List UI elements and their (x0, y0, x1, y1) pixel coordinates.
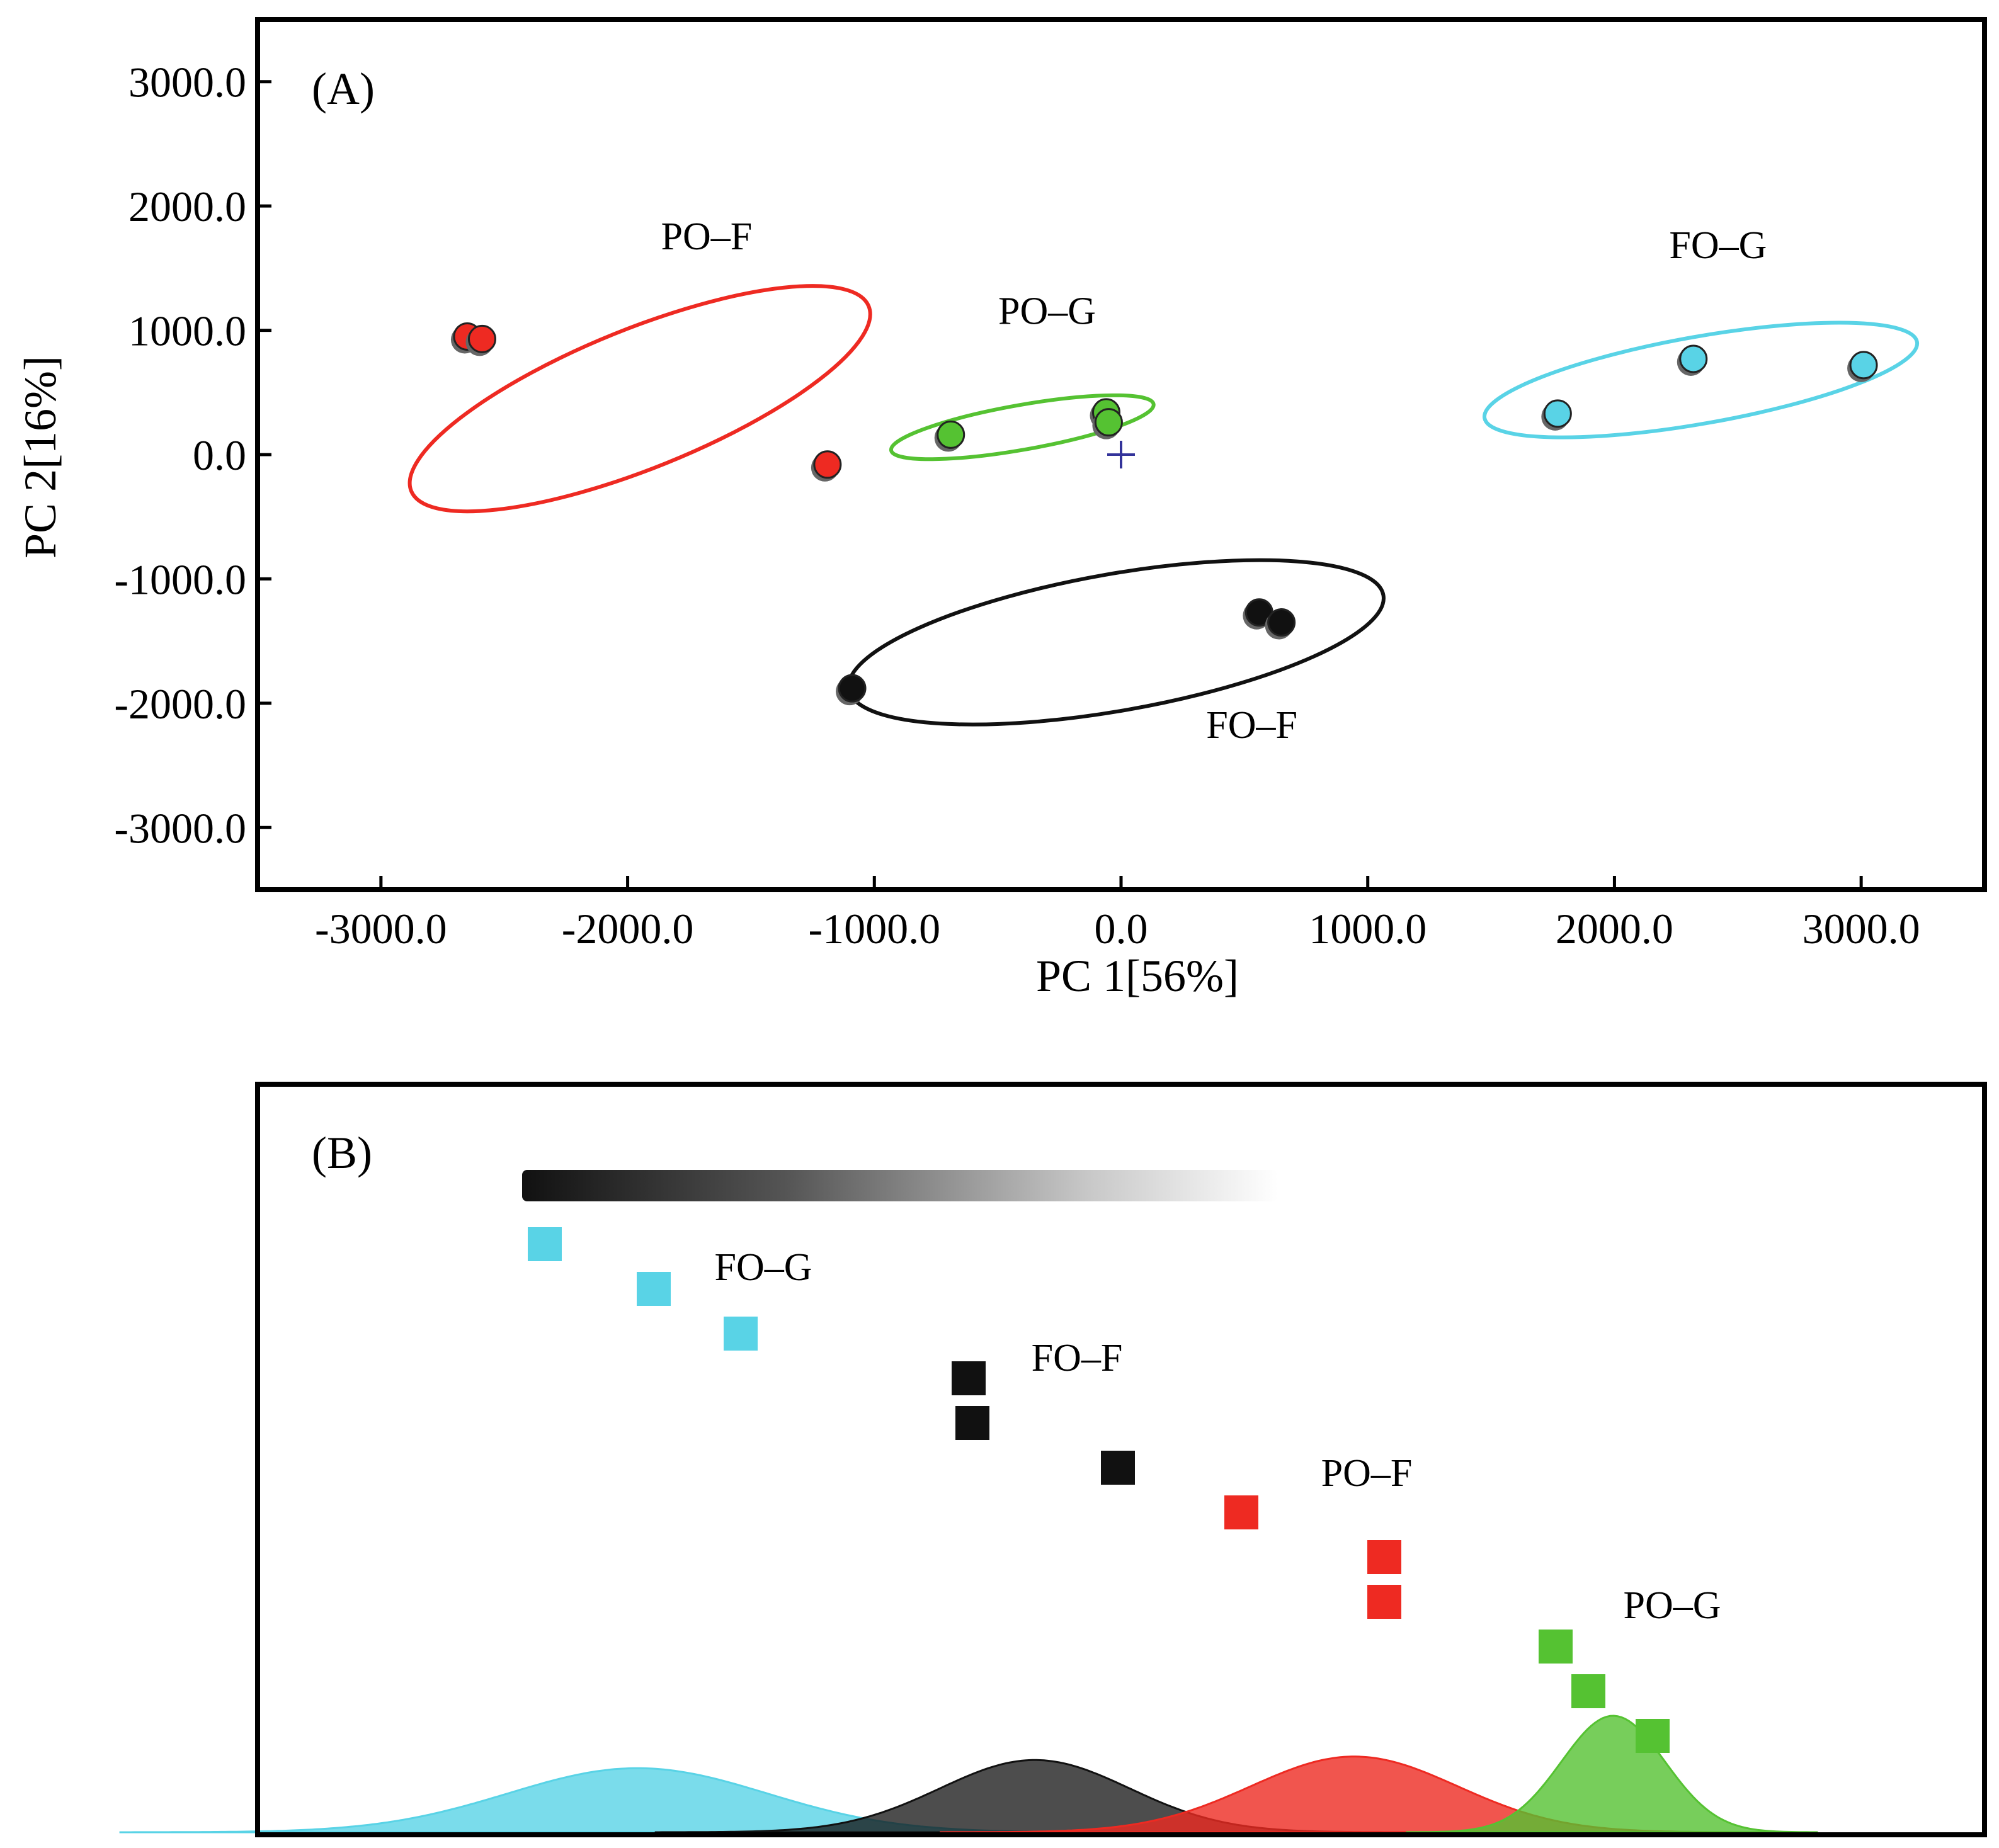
rank-square (1224, 1495, 1258, 1529)
data-point (838, 674, 867, 703)
y-tick-label: 0.0 (193, 431, 246, 479)
group-label: FO–F (1206, 704, 1297, 747)
panel-a-label: (A) (312, 64, 375, 114)
data-point (1849, 351, 1878, 380)
x-tick-label: 3000.0 (1803, 905, 1920, 953)
rank-square (1636, 1719, 1670, 1753)
rank-square (955, 1406, 989, 1440)
panel-b-label: (B) (312, 1128, 372, 1178)
panel-a: -3000.0 -2000.0 -1000.0 0.0 1000.0 2000.0 3000… (15, 17, 1987, 1001)
group-label: PO–G (998, 290, 1096, 333)
rank-square (1367, 1540, 1401, 1574)
data-point (1543, 399, 1572, 428)
y-tick-label: 2000.0 (128, 183, 246, 230)
panel-a-group-labels: PO–F PO–G FO–G FO–F (661, 215, 1767, 747)
rank-square (1367, 1585, 1401, 1619)
y-axis-title: PC 2[16%] (15, 356, 65, 558)
rank-square (637, 1272, 671, 1306)
data-point (1267, 608, 1296, 637)
panel-b-group-labels: FO–G FO–F PO–F PO–G (714, 1246, 1721, 1627)
rank-square (528, 1227, 562, 1261)
x-tick-label: 1000.0 (1309, 905, 1427, 953)
rank-square (1571, 1674, 1605, 1708)
panel-b-frame (255, 1082, 1987, 1837)
gradient-bar (522, 1170, 1278, 1201)
x-tick-label: -2000.0 (562, 905, 694, 953)
group-label: PO–F (1321, 1452, 1413, 1495)
data-point (467, 324, 496, 353)
x-tick-label: 2000.0 (1556, 905, 1673, 953)
origin-marker (1107, 441, 1135, 468)
panel-a-x-ticks: -3000.0 -2000.0 -1000.0 0.0 1000.0 2000.0 3000… (315, 876, 1920, 953)
y-tick-label: 1000.0 (128, 307, 246, 355)
data-point (937, 420, 965, 449)
rank-square (952, 1361, 986, 1395)
group-label: PO–F (661, 215, 753, 258)
data-point (813, 450, 842, 479)
group-label: PO–G (1623, 1584, 1721, 1627)
rank-square (724, 1317, 758, 1351)
data-point (1094, 408, 1123, 437)
rank-square (1101, 1451, 1135, 1485)
x-tick-label: -3000.0 (315, 905, 447, 953)
group-label: FO–G (714, 1246, 812, 1289)
panel-b-squares (528, 1227, 1670, 1753)
data-point (1679, 344, 1708, 373)
confidence-ellipse (407, 284, 872, 514)
y-tick-label: -1000.0 (114, 555, 246, 603)
panel-a-points (450, 322, 1878, 706)
group-label: FO–F (1032, 1337, 1123, 1380)
confidence-ellipse (1482, 320, 1920, 439)
x-tick-label: -1000.0 (808, 905, 940, 953)
panel-a-ellipses (407, 284, 1920, 727)
panel-b-density-curves (119, 1715, 1818, 1834)
panel-b: (B) FO–G FO–F PO–F PO–G (119, 1082, 1987, 1837)
density-curve (1406, 1715, 1818, 1834)
panel-a-y-ticks: 3000.0 2000.0 1000.0 0.0 -1000.0 -2000.0 -3000… (114, 59, 271, 852)
x-tick-label: 0.0 (1095, 905, 1148, 953)
x-axis-title: PC 1[56%] (1036, 951, 1239, 1001)
confidence-ellipse (846, 558, 1386, 727)
rank-square (1539, 1630, 1573, 1664)
confidence-ellipse (889, 393, 1156, 462)
y-tick-label: -2000.0 (114, 680, 246, 728)
group-label: FO–G (1669, 224, 1767, 267)
y-tick-label: 3000.0 (128, 59, 246, 106)
y-tick-label: -3000.0 (114, 804, 246, 852)
